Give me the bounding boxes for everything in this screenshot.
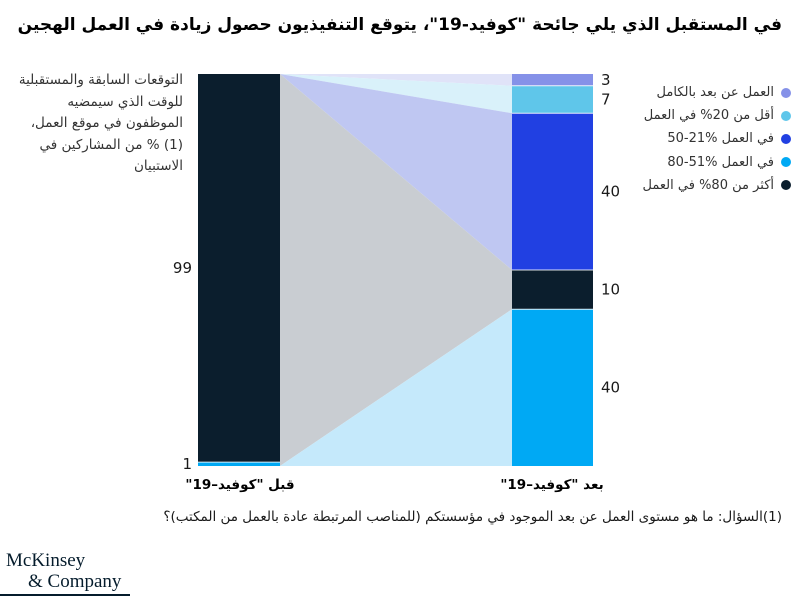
value-label-after-1: 7 [601, 91, 611, 109]
footnote: (1)السؤال: ما هو مستوى العمل عن بعد المو… [163, 509, 782, 525]
legend-dot-icon [781, 87, 791, 98]
mckinsey-logo: McKinsey & Company [6, 550, 121, 592]
legend-item-label: أكثر من 80% في العمل [642, 177, 774, 193]
legend-dot-icon [781, 180, 791, 191]
logo-line-1: McKinsey [6, 550, 86, 571]
value-label-after-3: 10 [601, 281, 620, 299]
legend-item-0: العمل عن بعد بالكامل [643, 81, 791, 104]
value-label-after-4: 40 [601, 379, 620, 397]
logo-line-2: & Company [28, 571, 122, 592]
legend-item-4: أكثر من 80% في العمل [643, 174, 791, 197]
legend-item-label: العمل عن بعد بالكامل [656, 85, 774, 101]
bar-0-segment-1 [198, 462, 280, 466]
flow-bottom-to-segment-4 [280, 309, 512, 466]
flow-top-to-segment-0 [280, 74, 512, 86]
bar-1-segment-4 [512, 309, 593, 466]
bar-1-segment-1 [512, 85, 593, 114]
value-label-after-2: 40 [601, 183, 620, 201]
value-label-after-0: 3 [601, 71, 611, 89]
legend-item-label: في العمل %51-80 [667, 154, 774, 170]
chart-title: في المستقبل الذي يلي جائحة "كوفيد-19"، ي… [17, 15, 782, 35]
value-label-before-1: 1 [182, 455, 192, 473]
flow-edge-to-segment-3 [280, 74, 512, 466]
legend-item-label: أقل من 20% في العمل [643, 108, 774, 124]
bar-1-segment-2 [512, 113, 593, 270]
bar-1-segment-3 [512, 270, 593, 310]
bar-0-segment-0 [198, 74, 280, 463]
axis-label-after-covid: بعد "كوفيد–19" [500, 477, 604, 493]
bar-1-segment-0 [512, 74, 593, 86]
logo-underline [0, 594, 130, 596]
legend-dot-icon [781, 110, 791, 121]
legend-dot-icon [781, 133, 791, 144]
axis-label-before-covid: قبل "كوفيد–19" [185, 477, 295, 493]
chart-description: التوقعات السابقة والمستقبلية للوقت الذي … [18, 72, 183, 174]
legend-item-3: في العمل %51-80 [643, 151, 791, 174]
legend-item-1: أقل من 20% في العمل [643, 104, 791, 127]
legend-item-label: في العمل %21-50 [667, 131, 774, 147]
legend: العمل عن بعد بالكامل أقل من 20% في العمل ف… [643, 81, 791, 197]
legend-item-2: في العمل %21-50 [643, 127, 791, 150]
value-label-before-0: 99 [173, 259, 192, 277]
legend-dot-icon [781, 157, 791, 168]
